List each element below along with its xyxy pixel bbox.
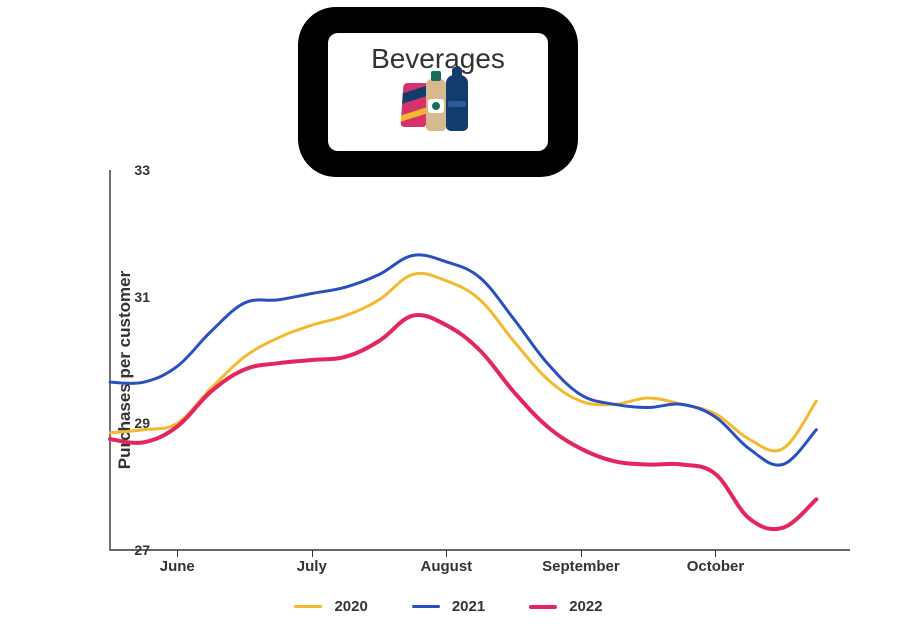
header-frame: Beverages: [298, 7, 578, 177]
legend-item-2021: 2021: [412, 598, 485, 615]
legend-item-2020»: 2020: [294, 598, 367, 615]
xtick-label: August: [421, 558, 473, 575]
legend-item-2022: 2022: [529, 598, 602, 615]
xtick-mark: [312, 550, 313, 557]
xtick-mark: [446, 550, 447, 557]
xtick-label: July: [297, 558, 327, 575]
plot-svg: [110, 170, 850, 550]
bottle-navy-icon: [446, 75, 468, 131]
legend: 2020 2021 2022: [0, 598, 897, 615]
legend-label: 2022: [569, 598, 602, 615]
legend-swatch: [529, 605, 557, 609]
series-line-2022: [110, 315, 816, 529]
series-line-2020: [110, 273, 816, 451]
chart-figure: Beverages Purchases per customer 33 31 2…: [0, 0, 897, 639]
xtick-label: October: [687, 558, 745, 575]
xtick-mark: [581, 550, 582, 557]
legend-swatch: [412, 605, 440, 608]
xtick-mark: [715, 550, 716, 557]
axis-lines: [110, 170, 850, 550]
plot-region: 33 31 29 27 June July August September O…: [110, 170, 850, 550]
xtick-label: September: [542, 558, 620, 575]
xtick-label: June: [160, 558, 195, 575]
chart-area: Purchases per customer 33 31 29 27 June …: [60, 170, 860, 570]
beverages-icon: [328, 77, 548, 139]
legend-label: 2020: [334, 598, 367, 615]
bottle-tan-icon: [426, 79, 446, 131]
legend-label: 2021: [452, 598, 485, 615]
xtick-mark: [177, 550, 178, 557]
legend-swatch: [294, 605, 322, 608]
header-card: Beverages: [328, 33, 548, 151]
